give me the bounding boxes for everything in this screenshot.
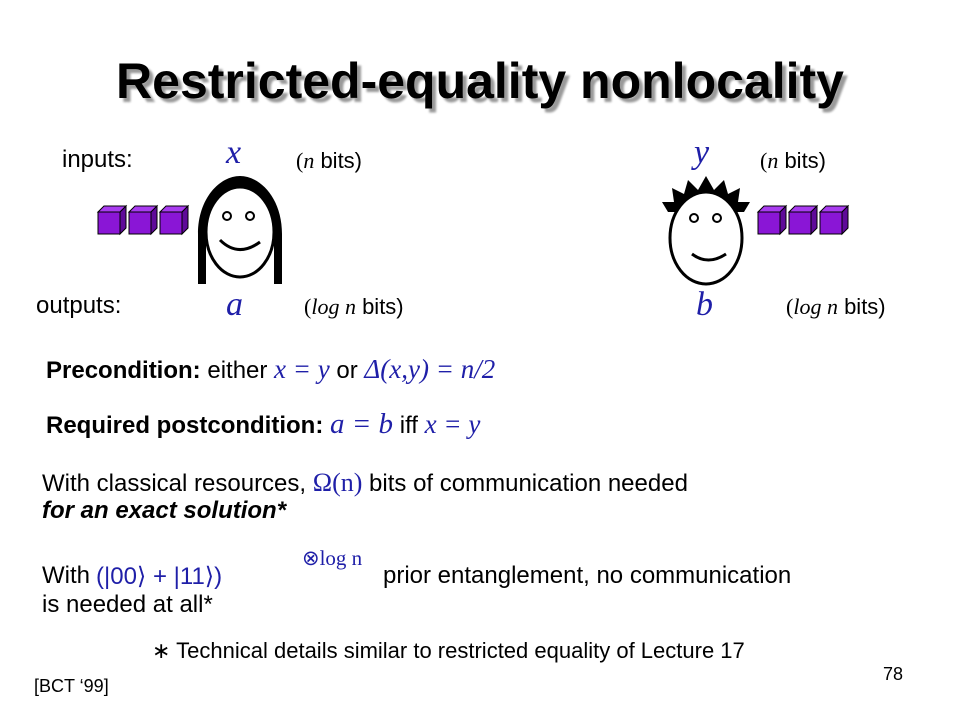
bob-input-bits: (n bits) [760,148,827,173]
bit-cube [127,204,159,236]
bit-cube [158,204,190,236]
bob-face-icon [662,176,750,286]
bob-output-var: b [696,286,713,323]
alice-input-var: x [226,134,242,171]
classical-line-2: for an exact solution* [42,497,287,524]
alice-bit-cubes [96,204,190,236]
alice-output-bits: (log n bits) [304,294,404,319]
entangled-state: (|00⟩ + |11⟩) [96,563,223,590]
bit-cube [756,204,788,236]
outputs-label: outputs: [36,292,122,319]
bob-bit-cubes [756,204,850,236]
quantum-line-2: is needed at all* [42,591,213,618]
page-number: 78 [883,664,904,684]
postcondition-line: Required postcondition: a = b iff x = y [46,408,481,440]
slide-title: Restricted-equality nonlocality [116,53,844,109]
alice-face-icon [198,176,282,284]
inputs-label: inputs: [62,146,133,173]
bit-cube [96,204,128,236]
quantum-line-1: prior entanglement, no communication [383,562,792,589]
citation: [BCT ‘99] [34,676,109,696]
alice-input-bits: (n bits) [296,148,363,173]
precondition-line: Precondition: either x = y or Δ(x,y) = n… [46,354,496,384]
quantum-with: With [42,562,90,589]
classical-line-1: With classical resources, Ω(n) bits of c… [42,468,688,497]
bit-cube [787,204,819,236]
bit-cube [818,204,850,236]
bob-output-bits: (log n bits) [786,294,886,319]
bob-input-var: y [694,134,710,171]
alice-output-var: a [226,286,243,323]
tensor-exponent: ⊗log n [302,546,363,570]
footnote: ∗ Technical details similar to restricte… [152,638,745,663]
